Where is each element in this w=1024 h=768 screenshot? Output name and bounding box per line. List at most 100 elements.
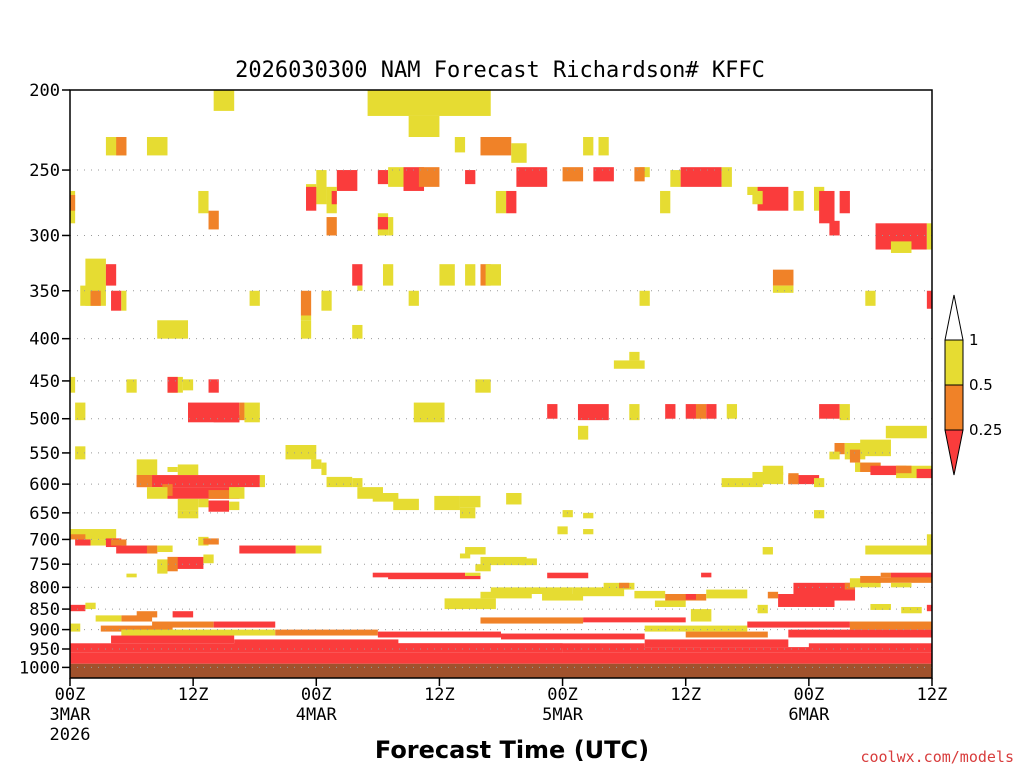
ri-band [121,629,276,636]
ri-cell [890,582,912,588]
ri-cell [182,379,194,391]
ri-band [100,625,173,632]
ri-band [234,639,399,646]
ri-cell [70,529,117,540]
ri-cell [70,194,76,211]
ri-band [275,629,378,636]
ri-cell [880,572,891,578]
y-tick-label: 200 [29,81,60,101]
ri-cell [639,290,650,306]
ri-cell [259,475,265,488]
ri-cell [382,264,394,286]
colorbar-legend: 1 0.5 0.25 [944,294,1002,476]
ri-cell [90,290,101,306]
ri-cell [213,415,240,423]
y-tick-label: 400 [29,330,60,350]
ri-cell [167,556,178,572]
ri-cell [306,186,317,211]
ri-cell [690,609,712,622]
ri-cell [767,591,779,599]
ri-cell [326,476,353,488]
richardson-cells [70,90,932,664]
y-tick-label: 300 [29,226,60,246]
ri-cell [757,186,789,211]
ri-cell [239,545,296,554]
y-tick-label: 850 [29,600,60,620]
ri-cell [890,572,932,579]
ri-cell [819,190,835,224]
ri-cell [695,404,707,419]
ri-cell [439,264,455,286]
ri-cell [352,478,363,488]
y-tick-label: 950 [29,640,60,660]
ri-cell [239,402,245,421]
ri-cell [480,591,532,599]
ground-surface [70,663,932,678]
ri-cell [146,487,168,499]
ri-cell [70,604,86,612]
ri-cell [547,572,589,579]
ri-cell [480,137,512,156]
y-tick-label: 650 [29,504,60,524]
ri-cell [860,439,891,457]
ri-cell [660,190,671,214]
ri-cell [757,604,768,614]
ri-cell [295,545,322,554]
ri-band [70,643,563,653]
ri-cell [167,466,178,472]
ri-cell [249,290,260,306]
ri-band [501,633,645,640]
ri-cell [593,167,614,182]
x-tick-label: 00Z [547,685,578,705]
ri-cell [793,190,804,211]
ri-cell [352,324,363,339]
ri-cell [377,170,389,185]
ri-cell [162,484,173,496]
ri-cell [562,510,573,518]
ri-cell [116,545,158,554]
ri-cell [357,285,363,291]
x-tick-label: 00Z [301,685,332,705]
ri-cell [203,554,214,564]
x-tick-label: 4MAR [296,705,338,725]
ri-cell [126,573,137,578]
ri-cell [459,507,476,519]
ri-cell [465,264,476,286]
ri-cell [198,498,209,508]
ri-cell [870,603,891,610]
ri-cell [70,534,86,540]
ri-cell [721,167,732,187]
ri-cell [926,223,932,250]
ri-cell [465,572,481,578]
ri-cell [316,170,327,205]
ri-cell [506,492,522,505]
ri-cell [393,498,419,511]
ri-cell [901,606,922,614]
ri-cell [926,604,932,612]
ri-cell [772,269,794,286]
ri-cell [157,320,189,339]
colorbar-bottom-arrow [944,429,964,476]
ri-cell [634,590,666,599]
ri-cell [136,475,260,488]
ri-cell [75,539,91,546]
ri-cell [634,167,645,182]
x-axis-label: Forecast Time (UTC) [375,736,649,764]
ri-cell [136,475,153,488]
ri-cell [583,512,594,519]
ri-cell [752,190,763,205]
ri-cell [70,623,81,632]
y-tick-label: 1000 [19,658,60,678]
ri-band [644,625,748,632]
y-tick-label: 600 [29,475,60,495]
ri-band [583,617,686,623]
ri-cell [229,487,245,499]
ri-cell [213,90,235,111]
ri-cell [542,594,584,601]
ri-cell [475,379,491,393]
ri-cell [70,376,76,393]
ri-cell [819,404,840,419]
ri-cell [408,115,440,138]
ri-band [644,639,789,648]
ri-cell [926,534,932,546]
